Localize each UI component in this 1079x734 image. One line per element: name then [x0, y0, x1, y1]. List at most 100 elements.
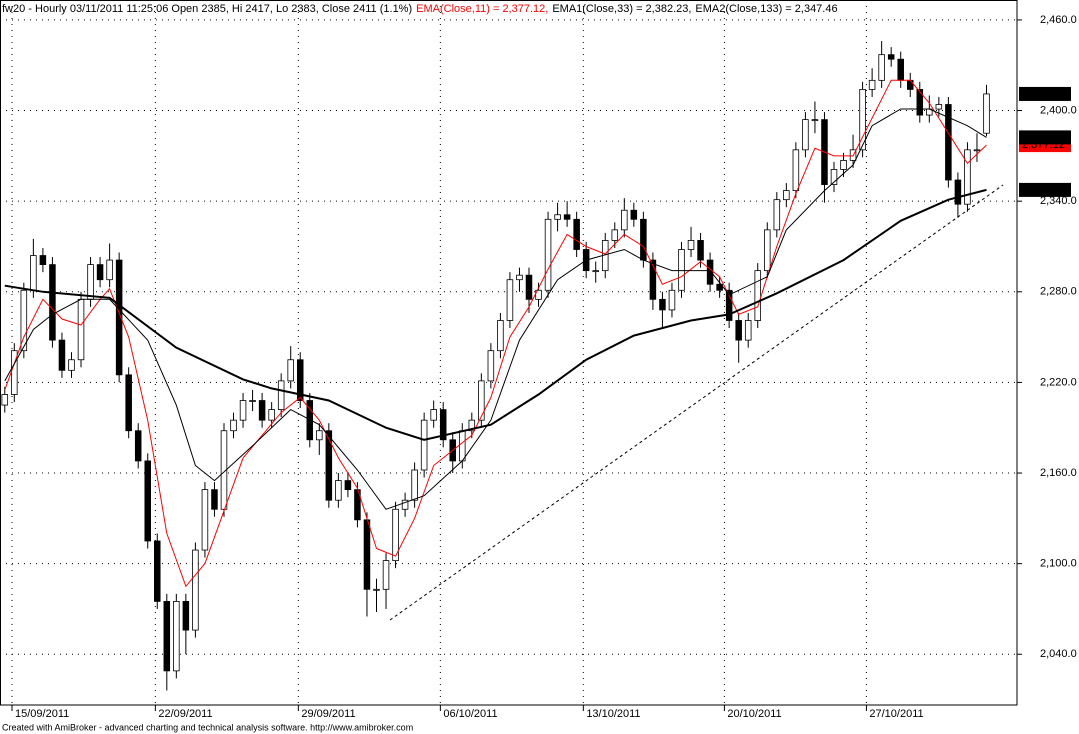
- candle-body: [668, 289, 676, 311]
- last-close-label-box: [1019, 86, 1071, 101]
- candle-body: [68, 359, 75, 371]
- candle-body: [163, 600, 171, 672]
- y-tick-label: 2,400.0: [1040, 104, 1077, 116]
- candle-body: [77, 298, 85, 361]
- y-tick-label: 2,220.0: [1040, 376, 1077, 388]
- candle-body: [525, 274, 533, 300]
- ema-line: [4, 188, 987, 441]
- candle-body: [859, 89, 866, 151]
- candle-body: [39, 255, 47, 266]
- candle-body: [173, 600, 180, 672]
- candle-body: [678, 249, 685, 291]
- x-tick-label: 27/10/2011: [869, 708, 923, 720]
- y-tick-label: 2,160.0: [1040, 467, 1077, 479]
- legend-entry: EMA2(Close,133) = 2,347.46: [695, 3, 837, 15]
- candle-body: [363, 519, 371, 590]
- footer: Created with AmiBroker - advanced charti…: [2, 722, 413, 732]
- x-tick-label: 29/09/2011: [301, 708, 355, 720]
- candle-body: [544, 218, 552, 291]
- candle-body: [258, 400, 266, 421]
- candle-body: [764, 229, 771, 272]
- candle-body: [640, 218, 647, 261]
- chart-title-line: fw20 - Hourly 03/11/2011 11:25:06 Open 2…: [2, 3, 838, 15]
- candle-body: [106, 259, 113, 281]
- candle-body: [611, 229, 619, 241]
- candle-body: [325, 430, 333, 501]
- candle-body: [249, 400, 256, 402]
- candle-body: [563, 214, 571, 220]
- last-value-label: 2,347.46: [1022, 184, 1065, 196]
- candle-body: [916, 89, 924, 116]
- candle-body: [87, 264, 94, 300]
- candle-body: [344, 480, 352, 491]
- candle-body: [211, 489, 218, 510]
- candle-body: [706, 259, 714, 285]
- candle-body: [868, 79, 876, 90]
- candle-body: [201, 489, 209, 551]
- candle-body: [935, 104, 943, 110]
- candle-body: [134, 430, 142, 462]
- candle-body: [630, 209, 638, 220]
- candle-body: [220, 430, 228, 510]
- candle-body: [420, 419, 428, 471]
- candle-body: [468, 419, 476, 432]
- candle-body: [897, 58, 904, 81]
- y-tick-label: 2,340.0: [1040, 195, 1077, 207]
- candle-body: [30, 255, 37, 291]
- trend-line: [389, 184, 1004, 621]
- candle-body: [792, 149, 800, 191]
- candle-body: [621, 209, 628, 231]
- candle-body: [268, 409, 275, 421]
- y-tick-label: 2,100.0: [1040, 558, 1077, 570]
- candle-body: [840, 159, 847, 170]
- last-value-label-box: [1019, 182, 1071, 197]
- candle-body: [649, 259, 657, 300]
- candle-body: [573, 218, 580, 250]
- candle-body: [878, 54, 885, 81]
- candle-body: [192, 549, 199, 631]
- ema-line: [4, 79, 987, 588]
- legend-entry: EMA1(Close,33) = 2,382.23,: [552, 3, 691, 15]
- y-tick-label: 2,460.0: [1040, 14, 1077, 26]
- candle-body: [1, 394, 9, 406]
- candle-body: [697, 240, 704, 261]
- chart-title: fw20 - Hourly 03/11/2011 11:25:06 Open 2…: [2, 3, 412, 15]
- candle-body: [287, 359, 294, 382]
- candle-body: [945, 104, 952, 181]
- candle-body: [487, 350, 495, 382]
- candle-body: [554, 214, 561, 220]
- candle-body: [773, 199, 781, 231]
- legend-entry: EMA(Close,11) = 2,377.12,: [416, 3, 548, 15]
- x-tick-label: 20/10/2011: [727, 708, 781, 720]
- candle-body: [973, 149, 981, 152]
- candle-body: [382, 560, 390, 590]
- candle-body: [401, 499, 409, 510]
- candle-body: [716, 283, 723, 291]
- candle-body: [20, 289, 28, 352]
- candle-body: [430, 409, 437, 421]
- candle-body: [592, 270, 599, 273]
- y-tick-label: 2,040.0: [1040, 648, 1077, 660]
- candle-body: [230, 419, 237, 432]
- candle-body: [335, 480, 342, 501]
- candle-body: [964, 149, 971, 205]
- candle-body: [783, 190, 790, 201]
- candle-body: [497, 320, 504, 352]
- candle-body: [687, 240, 695, 250]
- candle-body: [811, 119, 819, 122]
- y-tick-label: 2,280.0: [1040, 286, 1077, 298]
- candle-body: [802, 119, 809, 151]
- candle-body: [411, 469, 418, 501]
- candle-body: [830, 169, 838, 185]
- candle-body: [373, 588, 380, 591]
- candle-body: [125, 374, 132, 432]
- candle-body: [154, 540, 161, 602]
- x-tick-label: 13/10/2011: [586, 708, 640, 720]
- plot-marks: [1, 41, 990, 691]
- candle-body: [239, 400, 247, 421]
- candle-body: [516, 274, 523, 281]
- candle-body: [954, 179, 962, 205]
- candle-body: [439, 409, 447, 441]
